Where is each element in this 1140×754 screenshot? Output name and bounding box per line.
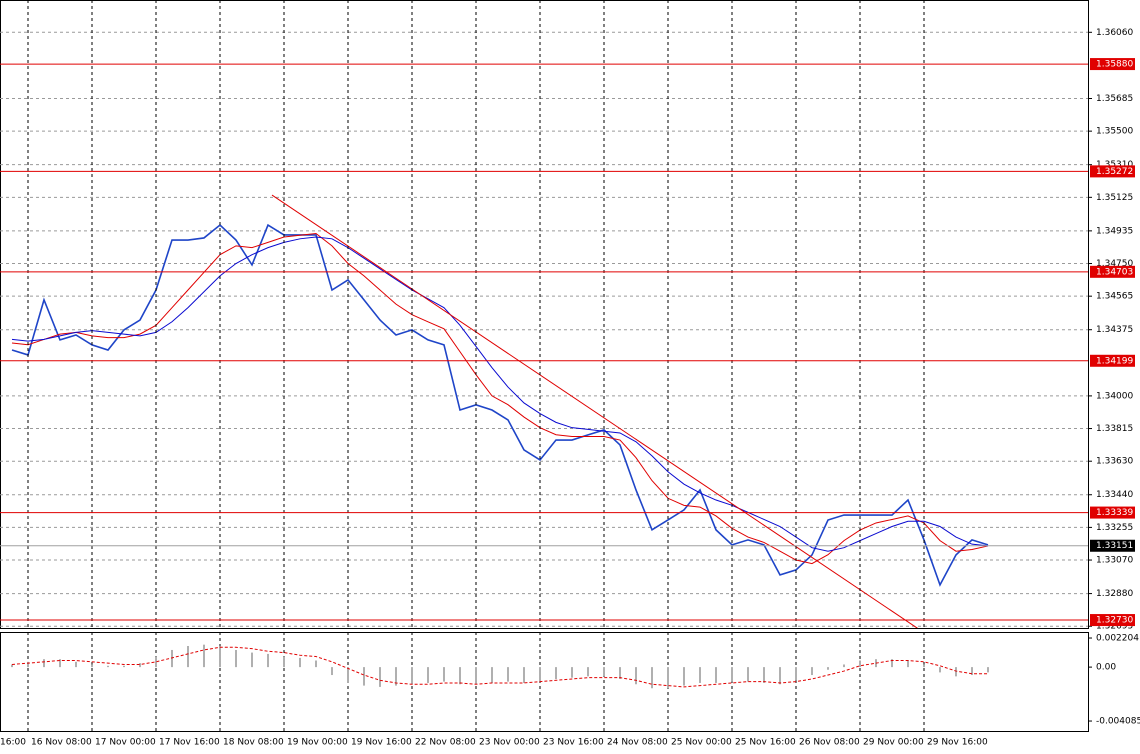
level-label-box: [1090, 265, 1135, 278]
level-label: 1.34199: [1096, 356, 1133, 366]
x-tick-label: 24 Nov 08:00: [607, 738, 668, 748]
y-tick-label: 1.34375: [1096, 325, 1133, 335]
indicator-frame: [0, 632, 1089, 732]
y-tick-label: 1.34565: [1096, 292, 1133, 302]
y-tick-label: 1.33070: [1096, 556, 1133, 566]
y-tick-label: 1.34750: [1096, 259, 1133, 269]
trend-line: [271, 194, 919, 628]
y-tick-label: 1.36060: [1096, 28, 1133, 38]
y-tick-label: 1.34000: [1096, 391, 1133, 401]
current-price-box: [1090, 539, 1135, 552]
x-tick-label: 26 Nov 08:00: [799, 738, 860, 748]
level-label-box: [1090, 58, 1135, 71]
main-frame: [0, 0, 1089, 629]
price-line: [11, 223, 989, 587]
price-line: [11, 236, 989, 552]
y-tick-label: 0.00: [1096, 663, 1116, 673]
current-price-label: 1.33151: [1096, 541, 1133, 551]
x-tick-label: 19 Nov 00:00: [287, 738, 348, 748]
x-tick-label: 22 Nov 08:00: [415, 738, 476, 748]
x-tick-label: 19 Nov 16:00: [351, 738, 412, 748]
x-tick-label: 29 Nov 16:00: [927, 738, 988, 748]
x-tick-label: 16:00: [0, 738, 26, 748]
level-label-box: [1090, 165, 1135, 178]
x-tick-label: 17 Nov 00:00: [95, 738, 156, 748]
y-tick-label: 1.35125: [1096, 193, 1133, 203]
y-tick-label: 1.33255: [1096, 523, 1133, 533]
level-label-box: [1090, 354, 1135, 367]
x-tick-label: 23 Nov 00:00: [479, 738, 540, 748]
level-label: 1.34703: [1096, 267, 1133, 277]
x-tick-label: 29 Nov 00:00: [863, 738, 924, 748]
y-tick-label: 1.32880: [1096, 589, 1133, 599]
y-tick-label: -0.004085: [1096, 717, 1140, 727]
x-tick-label: 16 Nov 08:00: [31, 738, 92, 748]
y-tick-label: 1.35500: [1096, 127, 1133, 137]
y-tick-label: 1.35685: [1096, 94, 1133, 104]
x-tick-label: 23 Nov 16:00: [543, 738, 604, 748]
x-tick-label: 25 Nov 00:00: [671, 738, 732, 748]
signal-line: [11, 646, 988, 688]
y-tick-label: 1.33440: [1096, 490, 1133, 500]
y-tick-label: 1.34935: [1096, 226, 1133, 236]
y-tick-label: 0.002204: [1096, 634, 1139, 644]
x-tick-label: 17 Nov 16:00: [159, 738, 220, 748]
y-tick-label: 1.35310: [1096, 160, 1133, 170]
level-label-box: [1090, 614, 1135, 627]
y-tick-label: 1.32695: [1096, 622, 1133, 632]
level-label-box: [1090, 506, 1135, 519]
x-tick-label: 18 Nov 08:00: [223, 738, 284, 748]
level-label: 1.32730: [1096, 616, 1133, 626]
main-plot: [0, 31, 1088, 628]
price-line: [11, 232, 989, 565]
level-label: 1.35272: [1096, 167, 1133, 177]
x-tick-label: 25 Nov 16:00: [735, 738, 796, 748]
level-label: 1.35880: [1096, 60, 1133, 70]
y-tick-label: 1.33630: [1096, 457, 1133, 467]
y-tick-label: 1.33815: [1096, 424, 1133, 434]
level-label: 1.33339: [1096, 508, 1133, 518]
